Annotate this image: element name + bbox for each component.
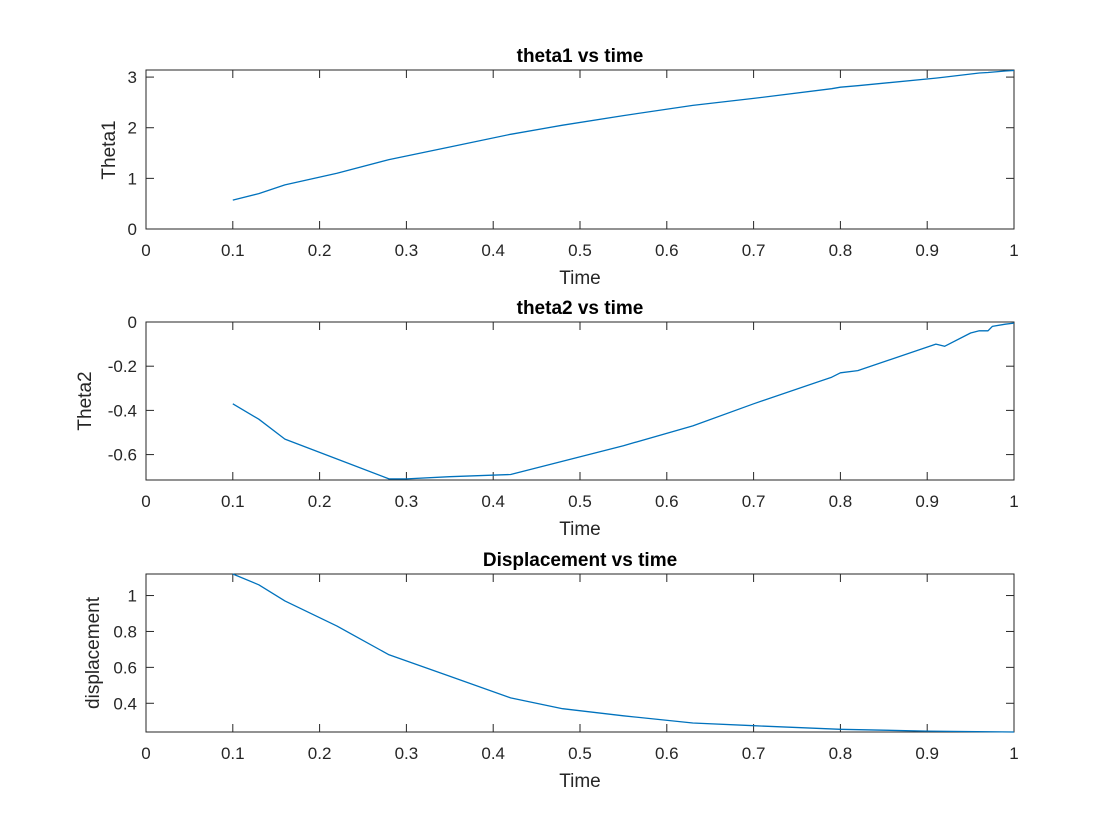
plot-title: theta2 vs time	[517, 298, 644, 319]
x-tick-label: 1	[1009, 492, 1018, 511]
subplot-theta1: theta1 vs time 0 0.1 0.2 0.3 0.4 0.5 0.6 0.7 0.8…	[99, 46, 1019, 289]
y-ticks: -0.6 -0.4 -0.2 0	[108, 313, 1014, 465]
y-axis-label: displacement	[83, 596, 104, 709]
x-axis-label: Time	[559, 268, 601, 289]
series-line	[232, 322, 1015, 480]
x-tick-label: 0.8	[829, 241, 853, 260]
x-tick-label: 0.7	[742, 744, 766, 763]
x-tick-label: 0.3	[395, 744, 419, 763]
x-tick-label: 0.2	[308, 241, 332, 260]
x-tick-label: 0.8	[829, 744, 853, 763]
y-tick-label: 2	[128, 119, 137, 138]
x-tick-label: 0.9	[915, 241, 939, 260]
y-tick-label: 0.8	[113, 622, 137, 641]
x-tick-label: 0.9	[915, 744, 939, 763]
x-ticks: 0 0.1 0.2 0.3 0.4 0.5 0.6 0.7 0.8 0.9 1	[141, 574, 1019, 763]
x-tick-label: 0.4	[481, 241, 505, 260]
y-axis-label: Theta1	[99, 120, 120, 179]
x-axis-label: Time	[559, 519, 601, 540]
x-tick-label: 0	[141, 744, 150, 763]
x-tick-label: 0.6	[655, 241, 679, 260]
y-tick-label: 0	[128, 220, 137, 239]
y-axis-label: Theta2	[75, 371, 96, 430]
y-tick-label: 0	[128, 313, 137, 332]
x-tick-label: 0.2	[308, 492, 332, 511]
x-tick-label: 0.3	[395, 492, 419, 511]
y-tick-label: 0.4	[113, 694, 137, 713]
x-tick-label: 0.6	[655, 492, 679, 511]
plot-title: theta1 vs time	[517, 46, 644, 67]
x-tick-label: 0.1	[221, 241, 245, 260]
y-tick-label: -0.6	[108, 446, 137, 465]
y-tick-label: 1	[128, 169, 137, 188]
x-tick-label: 0.1	[221, 492, 245, 511]
x-tick-label: 0.5	[568, 744, 592, 763]
y-tick-label: 0.6	[113, 658, 137, 677]
y-tick-label: -0.4	[108, 401, 137, 420]
x-tick-label: 0.9	[915, 492, 939, 511]
x-ticks: 0 0.1 0.2 0.3 0.4 0.5 0.6 0.7 0.8 0.9 1	[141, 322, 1019, 511]
x-tick-label: 0	[141, 241, 150, 260]
x-tick-label: 0.8	[829, 492, 853, 511]
x-tick-label: 0.4	[481, 492, 505, 511]
y-ticks: 0 1 2 3	[128, 68, 1014, 239]
y-tick-label: -0.2	[108, 357, 137, 376]
x-tick-label: 0.4	[481, 744, 505, 763]
x-tick-label: 1	[1009, 241, 1018, 260]
x-axis-label: Time	[559, 771, 601, 792]
x-tick-label: 0.1	[221, 744, 245, 763]
y-ticks: 0.4 0.6 0.8 1	[113, 587, 1014, 713]
x-tick-label: 0	[141, 492, 150, 511]
x-tick-label: 0.5	[568, 492, 592, 511]
x-tick-label: 0.2	[308, 744, 332, 763]
x-tick-label: 0.5	[568, 241, 592, 260]
x-tick-label: 0.3	[395, 241, 419, 260]
x-tick-label: 0.7	[742, 492, 766, 511]
y-tick-label: 1	[128, 587, 137, 606]
x-tick-label: 1	[1009, 744, 1018, 763]
plot-title: Displacement vs time	[483, 550, 677, 571]
series-line	[232, 69, 1015, 201]
series-line	[232, 573, 1015, 733]
subplot-theta2: theta2 vs time 0 0.1 0.2 0.3 0.4 0.5 0.6 0.7 0.8…	[75, 298, 1019, 540]
x-tick-label: 0.7	[742, 241, 766, 260]
subplot-displacement: Displacement vs time 0 0.1 0.2 0.3 0.4 0.5 0.6…	[83, 550, 1019, 792]
y-tick-label: 3	[128, 68, 137, 87]
x-ticks: 0 0.1 0.2 0.3 0.4 0.5 0.6 0.7 0.8 0.9 1	[141, 70, 1019, 260]
x-tick-label: 0.6	[655, 744, 679, 763]
